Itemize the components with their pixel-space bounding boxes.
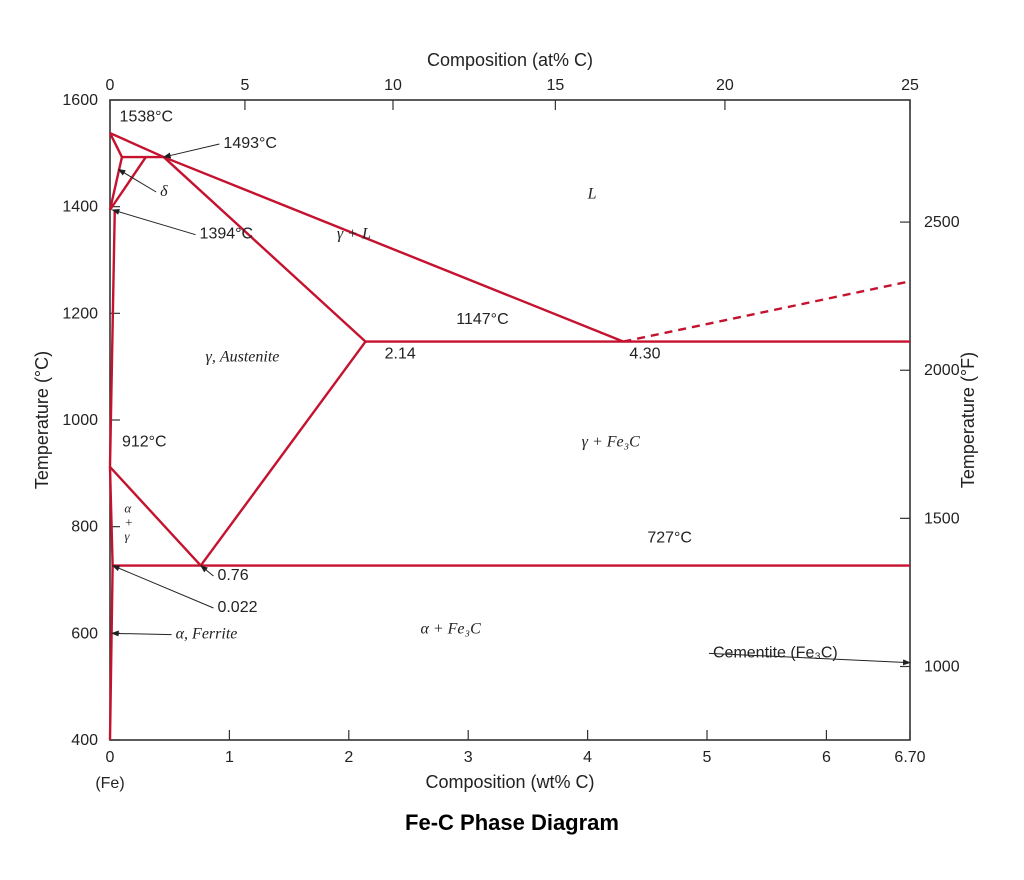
annot: 727°C bbox=[647, 530, 692, 547]
x-bottom-label: Composition (wt% C) bbox=[425, 772, 594, 792]
annot: L bbox=[587, 186, 597, 203]
annot: α, Ferrite bbox=[176, 626, 238, 643]
svg-text:600: 600 bbox=[71, 625, 98, 642]
svg-text:1400: 1400 bbox=[62, 199, 98, 216]
leader bbox=[201, 566, 214, 576]
annot: 4.30 bbox=[629, 346, 660, 363]
leader bbox=[113, 566, 214, 608]
annot: 912°C bbox=[122, 434, 167, 451]
annot: δ bbox=[160, 183, 168, 200]
svg-text:6: 6 bbox=[822, 749, 831, 766]
y-left-label: Temperature (°C) bbox=[32, 351, 52, 489]
svg-text:1200: 1200 bbox=[62, 305, 98, 322]
svg-text:2500: 2500 bbox=[924, 214, 960, 231]
annot: γ + L bbox=[337, 226, 371, 243]
svg-text:25: 25 bbox=[901, 77, 919, 94]
annot: 1394°C bbox=[200, 226, 254, 243]
phase-line-liquidus_left bbox=[110, 133, 164, 157]
annot: α + Fe₃C bbox=[420, 620, 481, 637]
phase-line-liquidus_right bbox=[164, 157, 624, 342]
svg-text:800: 800 bbox=[71, 519, 98, 536]
phase-diagram: 0 1 2 3 4 5 6 6.70 Composition (wt% C) (Fe) 0 5 10 15… bbox=[0, 0, 1024, 880]
svg-text:2: 2 bbox=[344, 749, 353, 766]
svg-text:α: α bbox=[124, 501, 132, 516]
annot: γ, Austenite bbox=[206, 348, 280, 365]
phase-line-liquidus_far bbox=[623, 281, 910, 341]
svg-text:6.70: 6.70 bbox=[894, 749, 925, 766]
svg-text:1000: 1000 bbox=[924, 659, 960, 676]
y-right-label: Temperature (°F) bbox=[958, 352, 978, 488]
leader bbox=[164, 144, 220, 157]
annot: 1147°C bbox=[456, 311, 508, 328]
svg-text:+: + bbox=[124, 515, 133, 530]
svg-text:5: 5 bbox=[703, 749, 712, 766]
svg-text:1600: 1600 bbox=[62, 92, 98, 109]
svg-text:γ: γ bbox=[124, 529, 130, 544]
svg-text:1: 1 bbox=[225, 749, 234, 766]
annot: 1493°C bbox=[223, 135, 277, 152]
svg-text:2000: 2000 bbox=[924, 362, 960, 379]
phase-line-delta_left bbox=[110, 133, 122, 210]
svg-text:1000: 1000 bbox=[62, 412, 98, 429]
diagram-title: Fe-C Phase Diagram bbox=[0, 810, 1024, 836]
annot: 2.14 bbox=[385, 346, 416, 363]
svg-text:10: 10 bbox=[384, 77, 402, 94]
svg-text:(Fe): (Fe) bbox=[95, 775, 124, 792]
svg-text:1500: 1500 bbox=[924, 510, 960, 527]
annot: γ + Fe₃C bbox=[582, 434, 641, 451]
phase-line-gamma_solvus bbox=[201, 342, 366, 566]
svg-text:0: 0 bbox=[106, 77, 115, 94]
svg-text:400: 400 bbox=[71, 732, 98, 749]
svg-text:20: 20 bbox=[716, 77, 734, 94]
x-top-label: Composition (at% C) bbox=[427, 50, 593, 70]
svg-text:4: 4 bbox=[583, 749, 592, 766]
leader bbox=[112, 210, 195, 235]
annot: 1538°C bbox=[120, 108, 174, 125]
annot: Cementite (Fe₃C) bbox=[713, 644, 838, 661]
svg-text:5: 5 bbox=[240, 77, 249, 94]
annot: 0.76 bbox=[217, 567, 248, 584]
phase-line-gamma_liquidus_up bbox=[164, 157, 366, 342]
svg-text:15: 15 bbox=[546, 77, 564, 94]
svg-text:0: 0 bbox=[106, 749, 115, 766]
leader bbox=[112, 633, 172, 634]
svg-text:3: 3 bbox=[464, 749, 473, 766]
annot: 0.022 bbox=[217, 599, 257, 616]
